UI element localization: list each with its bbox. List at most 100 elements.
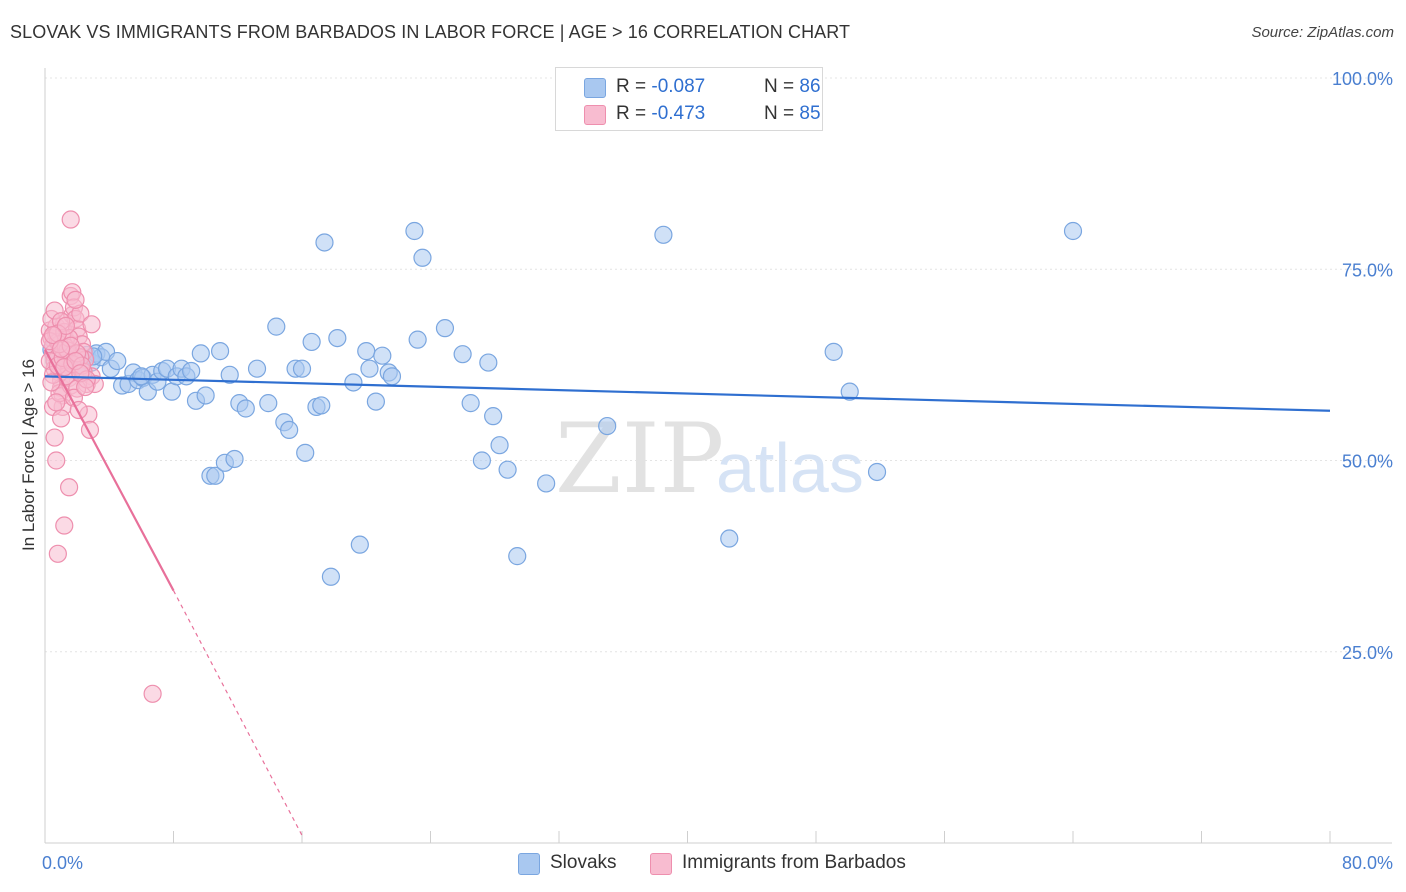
slovak-trend-line — [44, 375, 1331, 412]
slovak-point — [453, 345, 472, 364]
watermark-atlas: atlas — [716, 429, 864, 507]
slovak-point — [484, 407, 503, 426]
slovak-point — [840, 382, 859, 401]
slovak-point — [435, 319, 455, 338]
barbados-point — [143, 684, 162, 703]
slovak-point — [867, 462, 887, 482]
slovak-point — [366, 392, 385, 411]
y-tick-label: 100.0% — [1332, 69, 1393, 89]
slovak-point — [321, 567, 341, 586]
slovak-point — [382, 367, 402, 386]
slovak-point — [824, 342, 843, 361]
slovak-point — [413, 248, 432, 267]
chart-title: SLOVAK VS IMMIGRANTS FROM BARBADOS IN LA… — [10, 22, 851, 42]
trend-lines — [44, 349, 1331, 836]
slovak-point — [537, 474, 556, 493]
barbados-point — [56, 316, 75, 335]
slovak-point — [259, 394, 278, 413]
slovak-point — [408, 330, 427, 349]
slovak-point — [247, 359, 267, 378]
legend-swatch-barbados — [584, 105, 606, 125]
slovak-point — [315, 233, 334, 252]
barbados-point — [45, 428, 64, 447]
gridlines — [45, 77, 1392, 653]
legend-r-label: R = -0.473 — [616, 103, 706, 124]
barbados-point — [43, 325, 63, 345]
slovak-point — [236, 399, 255, 418]
axes — [44, 68, 1392, 844]
bottom-legend-swatch-slovaks — [518, 853, 540, 875]
y-tick-label: 75.0% — [1342, 260, 1393, 280]
watermark-zip: ZIP — [555, 403, 724, 515]
y-axis-label: In Labor Force | Age > 16 — [19, 359, 38, 551]
barbados-point — [59, 478, 79, 497]
source-attribution: Source: ZipAtlas.com — [1251, 24, 1394, 41]
legend-r-value: -0.473 — [651, 103, 706, 124]
legend-n-value: 86 — [799, 76, 821, 97]
barbados-trend-line — [44, 349, 175, 592]
barbados-point — [51, 339, 71, 358]
slovak-point — [206, 466, 225, 485]
barbados-point — [69, 400, 88, 420]
bottom-legend-label-barbados: Immigrants from Barbados — [682, 852, 906, 873]
slovak-point — [280, 420, 299, 439]
slovak-point — [162, 382, 181, 401]
slovak-point — [296, 443, 315, 462]
slovak-point — [508, 547, 527, 566]
barbados-point — [61, 210, 80, 229]
slovak-point — [490, 436, 509, 455]
barbados-point — [66, 290, 85, 309]
legend-swatch-slovaks — [584, 78, 606, 98]
slovak-point — [182, 361, 201, 381]
barbados-point — [55, 516, 74, 535]
slovak-point — [654, 225, 673, 244]
y-tick-label: 50.0% — [1342, 452, 1393, 472]
scatter-points — [40, 210, 1083, 703]
barbados-point — [42, 373, 61, 392]
slovak-point — [210, 342, 230, 361]
slovak-point — [191, 344, 210, 363]
slovak-point — [720, 529, 739, 548]
slovak-point — [472, 451, 491, 470]
slovak-point — [461, 394, 480, 413]
barbados-point — [47, 451, 66, 470]
watermark: ZIP atlas — [555, 403, 864, 515]
slovak-point — [373, 346, 392, 365]
y-tick-label: 25.0% — [1342, 643, 1393, 663]
slovak-point — [1063, 221, 1083, 241]
slovak-point — [302, 332, 321, 352]
slovak-point — [498, 460, 517, 479]
slovak-point — [312, 396, 331, 415]
slovak-point — [328, 329, 347, 348]
bottom-legend-label-slovaks: Slovaks — [550, 852, 617, 873]
barbados-point — [82, 315, 101, 334]
legend-r-label: R = -0.087 — [616, 76, 706, 97]
legend-n-label: N = 86 — [764, 76, 821, 97]
slovak-point — [225, 449, 244, 469]
slovak-point — [350, 535, 369, 554]
slovak-point — [196, 386, 215, 405]
tick-labels: 100.0% 75.0% 50.0% 25.0% 0.0% 80.0% — [42, 69, 1393, 873]
correlation-legend: R = -0.087 N = 86 R = -0.473 N = 85 — [555, 67, 823, 131]
barbados-point — [51, 409, 71, 428]
barbados-point — [48, 544, 67, 563]
legend-n-label: N = 85 — [764, 103, 821, 124]
slovak-point — [598, 416, 617, 436]
legend-r-value: -0.087 — [651, 76, 706, 97]
x-tick-label: 80.0% — [1342, 853, 1393, 873]
slovak-point — [108, 351, 127, 371]
barbados-point — [76, 377, 95, 397]
slovak-point — [292, 359, 312, 378]
barbados-point — [47, 393, 66, 412]
slovak-point — [220, 365, 239, 384]
barbados-trend-extension — [172, 590, 303, 836]
slovak-point — [344, 373, 363, 392]
slovak-point — [357, 342, 376, 361]
slovak-point — [479, 353, 498, 372]
slovak-point — [405, 221, 424, 241]
slovak-point — [360, 359, 379, 378]
bottom-legend-swatch-barbados — [650, 853, 672, 875]
x-tick-label: 0.0% — [42, 853, 83, 873]
slovak-point — [132, 367, 151, 386]
